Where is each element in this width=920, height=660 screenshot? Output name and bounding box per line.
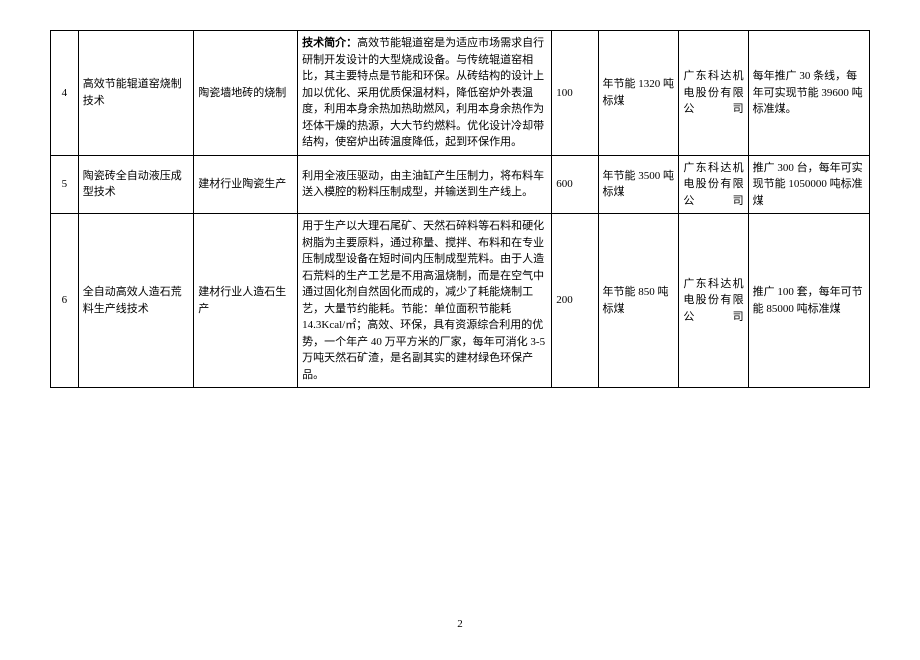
cell-num: 5 bbox=[51, 155, 79, 214]
table-row: 4 高效节能辊道窑烧制技术 陶瓷墙地砖的烧制 技术简介：高效节能辊道窑是为适应市… bbox=[51, 31, 870, 156]
cell-desc: 利用全液压驱动，由主油缸产生压制力，将布料车送入模腔的粉料压制成型，并输送到生产… bbox=[298, 155, 552, 214]
cell-name: 全自动高效人造石荒料生产线技术 bbox=[78, 214, 194, 388]
desc-text: 用于生产以大理石尾矿、天然石碎料等石料和硬化树脂为主要原料，通过称量、搅拌、布料… bbox=[302, 220, 545, 381]
data-table: 4 高效节能辊道窑烧制技术 陶瓷墙地砖的烧制 技术简介：高效节能辊道窑是为适应市… bbox=[50, 30, 870, 388]
cell-field: 建材行业陶瓷生产 bbox=[194, 155, 298, 214]
cell-field: 陶瓷墙地砖的烧制 bbox=[194, 31, 298, 156]
cell-desc: 用于生产以大理石尾矿、天然石碎料等石料和硬化树脂为主要原料，通过称量、搅拌、布料… bbox=[298, 214, 552, 388]
cell-field: 建材行业人造石生产 bbox=[194, 214, 298, 388]
cell-num: 4 bbox=[51, 31, 79, 156]
cell-save: 年节能 1320 吨标煤 bbox=[598, 31, 679, 156]
cell-name: 高效节能辊道窑烧制技术 bbox=[78, 31, 194, 156]
cell-val: 100 bbox=[552, 31, 598, 156]
cell-val: 600 bbox=[552, 155, 598, 214]
cell-save: 年节能 3500 吨标煤 bbox=[598, 155, 679, 214]
cell-num: 6 bbox=[51, 214, 79, 388]
cell-promo: 每年推广 30 条线，每年可实现节能 39600 吨标准煤。 bbox=[748, 31, 869, 156]
cell-company: 广东科达机电股份有限公司 bbox=[679, 155, 748, 214]
cell-promo: 推广 300 台，每年可实现节能 1050000 吨标准煤 bbox=[748, 155, 869, 214]
cell-desc: 技术简介：高效节能辊道窑是为适应市场需求自行研制开发设计的大型烧成设备。与传统辊… bbox=[298, 31, 552, 156]
cell-company: 广东科达机电股份有限公司 bbox=[679, 31, 748, 156]
table-row: 5 陶瓷砖全自动液压成型技术 建材行业陶瓷生产 利用全液压驱动，由主油缸产生压制… bbox=[51, 155, 870, 214]
desc-label: 技术简介： bbox=[302, 37, 357, 49]
table-row: 6 全自动高效人造石荒料生产线技术 建材行业人造石生产 用于生产以大理石尾矿、天… bbox=[51, 214, 870, 388]
page-number: 2 bbox=[50, 618, 870, 630]
cell-save: 年节能 850 吨标煤 bbox=[598, 214, 679, 388]
cell-promo: 推广 100 套，每年可节能 85000 吨标准煤 bbox=[748, 214, 869, 388]
cell-name: 陶瓷砖全自动液压成型技术 bbox=[78, 155, 194, 214]
cell-val: 200 bbox=[552, 214, 598, 388]
desc-text: 利用全液压驱动，由主油缸产生压制力，将布料车送入模腔的粉料压制成型，并输送到生产… bbox=[302, 170, 544, 199]
desc-text: 高效节能辊道窑是为适应市场需求自行研制开发设计的大型烧成设备。与传统辊道窑相比，… bbox=[302, 37, 544, 148]
cell-company: 广东科达机电股份有限公司 bbox=[679, 214, 748, 388]
